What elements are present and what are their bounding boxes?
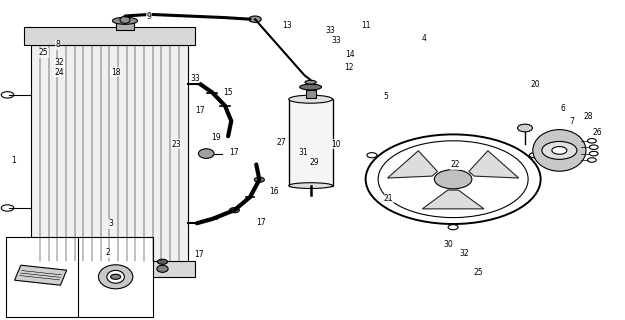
Text: 16: 16 (269, 188, 279, 196)
Ellipse shape (305, 80, 316, 84)
Text: 20: 20 (531, 80, 541, 89)
Circle shape (158, 259, 168, 264)
Bar (6, 237, 153, 317)
Circle shape (249, 16, 261, 22)
Text: 5: 5 (384, 92, 389, 100)
Text: 4: 4 (421, 34, 426, 43)
Text: 23: 23 (171, 140, 181, 148)
Text: 33: 33 (325, 26, 335, 35)
Ellipse shape (198, 149, 214, 158)
Text: 26: 26 (592, 128, 602, 137)
Text: 15: 15 (223, 88, 233, 97)
Text: 13: 13 (282, 21, 292, 30)
Text: 17: 17 (229, 148, 239, 157)
Bar (31, 45, 188, 262)
Text: 2: 2 (105, 248, 110, 257)
Circle shape (448, 225, 458, 230)
Text: 7: 7 (569, 117, 574, 126)
Bar (24, 261, 195, 277)
Ellipse shape (300, 84, 322, 90)
Circle shape (229, 208, 239, 213)
Text: 11: 11 (361, 21, 371, 30)
Text: 31: 31 (298, 148, 308, 156)
Bar (116, 22, 134, 30)
Bar (24, 27, 195, 45)
Polygon shape (469, 151, 519, 178)
Text: 3: 3 (109, 220, 114, 228)
Bar (289, 99, 332, 186)
Circle shape (1, 92, 14, 98)
Polygon shape (422, 190, 484, 209)
Circle shape (542, 141, 577, 159)
Text: 32: 32 (54, 58, 64, 67)
Text: 9: 9 (146, 12, 151, 20)
Circle shape (111, 274, 121, 279)
Ellipse shape (120, 16, 130, 23)
Text: 32: 32 (459, 249, 469, 258)
Text: 19: 19 (211, 133, 221, 142)
Text: 6: 6 (560, 104, 565, 113)
Text: 17: 17 (256, 218, 266, 227)
Text: 10: 10 (331, 140, 341, 148)
Circle shape (589, 151, 598, 156)
Circle shape (367, 153, 377, 158)
Circle shape (552, 147, 567, 154)
Text: 18: 18 (111, 68, 121, 76)
Circle shape (254, 177, 264, 182)
Polygon shape (388, 151, 438, 178)
Text: 21: 21 (384, 194, 394, 203)
Text: 1: 1 (11, 156, 16, 164)
Ellipse shape (289, 183, 332, 188)
Ellipse shape (157, 265, 168, 272)
Text: 28: 28 (584, 112, 594, 121)
Ellipse shape (532, 130, 586, 171)
Text: 30: 30 (444, 240, 454, 249)
Circle shape (529, 153, 539, 158)
Circle shape (589, 145, 598, 149)
Text: 12: 12 (344, 63, 354, 72)
Text: 25: 25 (39, 48, 49, 57)
Text: 33: 33 (331, 36, 341, 44)
Text: 22: 22 (450, 160, 460, 169)
Circle shape (518, 124, 532, 132)
Ellipse shape (112, 17, 138, 24)
Text: 27: 27 (276, 138, 286, 147)
Text: 25: 25 (473, 268, 483, 277)
Text: 29: 29 (309, 158, 319, 167)
Polygon shape (14, 265, 67, 285)
Text: 24: 24 (54, 68, 64, 76)
Ellipse shape (107, 270, 124, 283)
Ellipse shape (289, 95, 332, 103)
Text: 8: 8 (55, 40, 60, 49)
Text: 17: 17 (195, 106, 205, 115)
Circle shape (434, 170, 472, 189)
Circle shape (588, 158, 596, 162)
Text: 14: 14 (345, 50, 355, 59)
Bar (306, 90, 316, 98)
Circle shape (1, 205, 14, 211)
Circle shape (588, 139, 596, 143)
Text: 17: 17 (194, 250, 204, 259)
Ellipse shape (99, 265, 133, 289)
Text: 33: 33 (190, 74, 200, 83)
